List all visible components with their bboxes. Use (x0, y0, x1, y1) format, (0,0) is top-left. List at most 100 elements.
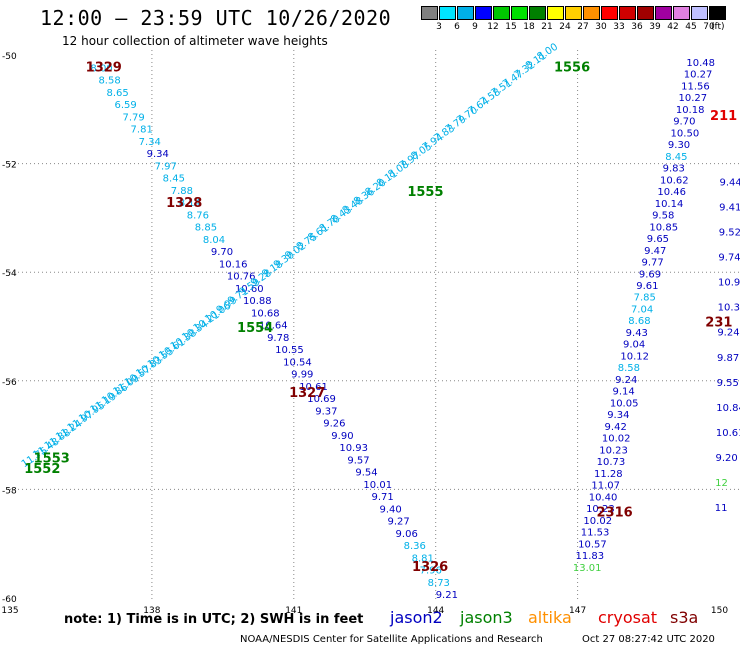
mission-legend-item: s3a (670, 608, 699, 627)
wave-height-value: 7.34 (139, 137, 161, 148)
scale-swatch (457, 6, 474, 20)
pass-labels: 1329 1328 1327 1326 2316 211 231 1556 1555 1554 15… (24, 60, 737, 575)
scale-swatch (439, 6, 456, 20)
scale-unit: (ft) (711, 22, 725, 32)
wave-height-value: 9.90 (331, 431, 353, 442)
wave-height-value: 10.85 (649, 222, 678, 233)
scale-label: 24 (559, 22, 571, 32)
credit-line: NOAA/NESDIS Center for Satellite Applica… (240, 634, 543, 645)
scale-swatch (655, 6, 672, 20)
wave-height-value: 9.57 (347, 455, 369, 466)
wave-height-value: 9.14 (612, 387, 634, 398)
wave-height-value: 10.55 (275, 345, 304, 356)
wave-height-value: 9.99 (291, 370, 313, 381)
wave-height-value: 10.88 (243, 296, 272, 307)
wave-height-value: 9.77 (642, 258, 664, 269)
scale-label: 18 (523, 22, 535, 32)
scale-swatch (565, 6, 582, 20)
wave-height-value: 9.52 (719, 227, 740, 238)
wave-height-value: 11.83 (576, 551, 605, 562)
wave-height-value: 7.97 (155, 161, 177, 172)
track-1555: 11.7511.4811.8811.2411.9710.9511.1910.86… (20, 42, 560, 471)
wave-height-value: 7.04 (631, 304, 653, 315)
map-ticks: 135 138 141 144 147 150 -50 -52 -54 -56 -58 -60 (1, 52, 728, 616)
scale-label: 6 (454, 22, 460, 32)
scale-label: 27 (577, 22, 589, 32)
lat-tick-label: -56 (2, 378, 17, 388)
generated-timestamp: Oct 27 08:27:42 UTC 2020 (582, 634, 715, 645)
pass-label: 1326 (412, 560, 448, 575)
wave-height-value: 9.69 (639, 269, 661, 280)
wave-height-value: 7.85 (634, 293, 656, 304)
wave-height-value: 9.30 (668, 140, 690, 151)
lon-tick-label: 150 (711, 606, 728, 616)
wave-height-value: 10.02 (583, 516, 612, 527)
lat-tick-label: -54 (2, 269, 17, 279)
wave-height-value: 9.21 (436, 590, 458, 601)
wave-height-value: 10.64 (259, 321, 288, 332)
wave-height-value: 9.87 (717, 353, 739, 364)
lon-tick-label: 135 (1, 606, 18, 616)
wave-height-value: 8.81 (412, 553, 434, 564)
mission-legend-item: jason3 (460, 608, 513, 627)
lon-tick-label: 141 (285, 606, 302, 616)
page-subtitle: 12 hour collection of altimeter wave hei… (62, 34, 328, 48)
scale-label: 45 (685, 22, 697, 32)
pass-label: 211 (710, 109, 737, 124)
mission-legend-item: altika (528, 608, 572, 627)
wave-height-value: 9.20 (715, 453, 737, 464)
legend-note: note: 1) Time is in UTC; 2) SWH is in fe… (64, 612, 364, 627)
mission-legend-item: jason2 (390, 608, 443, 627)
scale-label: 9 (472, 22, 478, 32)
wave-height-value: 9.65 (647, 234, 669, 245)
scale-swatch (673, 6, 690, 20)
wave-height-value: 9.70 (673, 117, 695, 128)
wave-height-value: 9.06 (396, 529, 418, 540)
wave-height-value: 9.42 (605, 422, 627, 433)
wave-height-value: 10.12 (620, 351, 649, 362)
wave-height-value: 11.56 (681, 81, 710, 92)
scale-swatch (493, 6, 510, 20)
pass-label: 1556 (554, 60, 590, 75)
wave-height-value: 9.71 (371, 492, 393, 503)
wave-height-value: 7.79 (123, 112, 145, 123)
wave-height-value: 10.27 (684, 70, 713, 81)
wave-height-value: 9.34 (147, 149, 169, 160)
scale-label: 12 (487, 22, 499, 32)
map-grid (10, 50, 740, 600)
pass-label: 1327 (289, 386, 325, 401)
wave-height-value: 8.00 (90, 63, 112, 74)
wave-height-value: 9.74 (718, 253, 740, 264)
wave-height-value: 10.69 (307, 394, 336, 405)
wave-height-value: 10.01 (363, 480, 392, 491)
scale-label: 70 (703, 22, 715, 32)
wave-height-value: 11.53 (581, 528, 610, 539)
wave-height-value: 10.54 (283, 357, 312, 368)
pass-label: 1552 (24, 462, 60, 477)
wave-height-value: 8.58 (618, 363, 640, 374)
wave-height-value: 8.36 (404, 541, 426, 552)
lat-tick-label: -52 (2, 161, 17, 171)
wave-height-value: 9.41 (719, 202, 740, 213)
wave-height-value: 10.23 (599, 445, 628, 456)
wave-height-value: 9.83 (663, 164, 685, 175)
wave-height-value: 9.26 (323, 419, 345, 430)
scale-swatch (475, 6, 492, 20)
pass-label: 231 (705, 316, 732, 331)
wave-height-value: 9.27 (388, 517, 410, 528)
wave-height-value: 9.47 (644, 246, 666, 257)
wave-height-value: 10.27 (678, 93, 707, 104)
pass-label: 1555 (407, 185, 443, 200)
scale-swatch (529, 6, 546, 20)
scale-label: 42 (667, 22, 679, 32)
wave-height-value: 10.40 (589, 492, 618, 503)
wave-height-value: 10.93 (339, 443, 368, 454)
scale-swatch (637, 6, 654, 20)
scale-label: 15 (505, 22, 517, 32)
wave-height-value: 10.32 (718, 303, 740, 314)
wave-height-value: 9.40 (379, 504, 401, 515)
wave-height-value: 12 (715, 478, 728, 489)
scale-swatch (547, 6, 564, 20)
wave-height-value: 8.73 (428, 578, 450, 589)
wave-height-value: 10.68 (251, 308, 280, 319)
